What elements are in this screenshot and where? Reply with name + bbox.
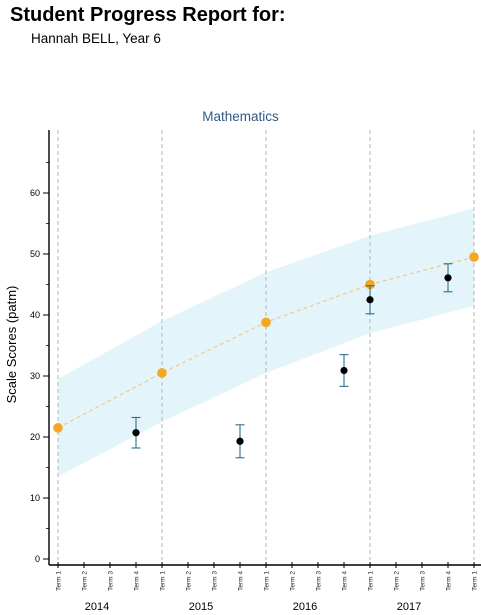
term-tick-label: Term 1 [55, 571, 62, 591]
y-tick-label: 30 [30, 371, 40, 381]
student-score-point [444, 274, 452, 282]
student-name-year: Hannah BELL, Year 6 [31, 31, 161, 46]
report-title: Student Progress Report for: [10, 4, 286, 26]
term-tick-label: Term 1 [263, 571, 270, 591]
y-tick-label: 20 [30, 432, 40, 442]
expected-score-point [53, 423, 63, 433]
y-tick-label: 10 [30, 493, 40, 503]
term-tick-label: Term 3 [315, 571, 322, 591]
term-tick-label: Term 2 [289, 571, 296, 591]
year-label: 2017 [397, 601, 421, 613]
term-tick-label: Term 4 [341, 571, 348, 591]
term-tick-label: Term 4 [445, 571, 452, 591]
term-tick-label: Term 2 [81, 571, 88, 591]
chart-title: Mathematics [202, 109, 279, 124]
student-score-point [340, 366, 348, 375]
year-label: 2015 [189, 601, 213, 613]
term-tick-label: Term 4 [133, 571, 140, 591]
student-score-point [132, 429, 140, 437]
student-score-point [236, 437, 244, 445]
year-label: 2016 [293, 601, 317, 613]
y-tick-label: 60 [30, 188, 40, 198]
expected-score-point [469, 252, 479, 262]
expected-score-point [157, 368, 167, 378]
term-tick-label: Term 3 [107, 571, 114, 591]
y-tick-label: 50 [30, 249, 40, 259]
expected-score-point [261, 317, 271, 328]
term-tick-label: Term 1 [471, 571, 478, 591]
year-label: 2014 [85, 601, 109, 613]
expected-score-point [365, 279, 375, 290]
term-tick-label: Term 2 [393, 571, 400, 591]
term-tick-label: Term 3 [211, 571, 218, 591]
y-tick-label: 40 [30, 310, 40, 320]
y-axis-label: Scale Scores (patm) [4, 286, 19, 404]
y-tick-label: 0 [35, 554, 40, 564]
term-tick-label: Term 3 [419, 571, 426, 591]
term-tick-label: Term 2 [185, 571, 192, 591]
student-score-point [366, 296, 374, 304]
term-tick-label: Term 1 [367, 571, 374, 591]
term-tick-label: Term 1 [159, 571, 166, 591]
term-tick-label: Term 4 [237, 571, 244, 591]
